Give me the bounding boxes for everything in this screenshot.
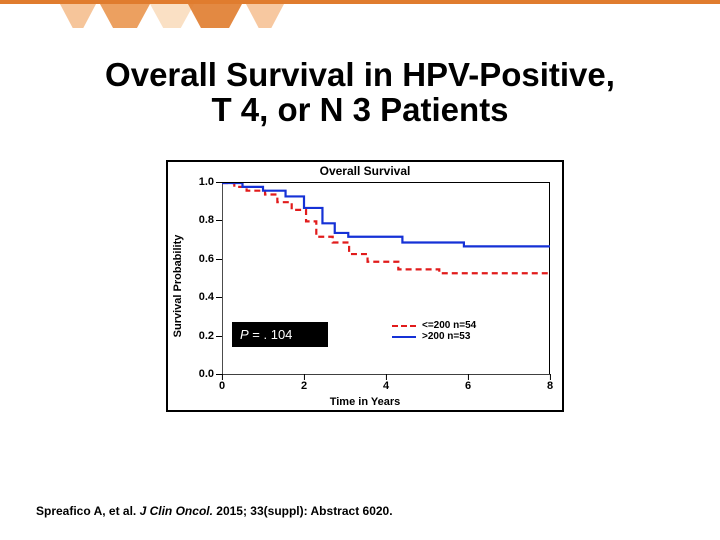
legend-label: >200 n=53	[422, 331, 470, 342]
x-tick: 2	[301, 374, 307, 392]
x-axis-label: Time in Years	[168, 396, 562, 408]
legend-item: <=200 n=54	[392, 320, 476, 331]
title-line-2: T 4, or N 3 Patients	[30, 93, 690, 128]
legend-swatch	[392, 325, 416, 327]
slide: { "header": { "border_top_color": "#e07c…	[0, 0, 720, 540]
citation-journal: J Clin Oncol.	[140, 504, 213, 518]
legend: <=200 n=54>200 n=53	[392, 320, 476, 342]
km-chart: Overall Survival Survival Probability Ti…	[166, 160, 564, 412]
title-line-1: Overall Survival in HPV-Positive,	[30, 58, 690, 93]
legend-item: >200 n=53	[392, 331, 476, 342]
series-line	[222, 183, 550, 246]
citation-author: Spreafico A, et al.	[36, 504, 140, 518]
legend-swatch	[392, 336, 416, 338]
x-tick: 8	[547, 374, 553, 392]
y-tick: 0.2	[199, 330, 222, 342]
chart-title: Overall Survival	[168, 164, 562, 178]
p-value-box: P = . 104	[232, 322, 328, 347]
header-triangle	[100, 4, 150, 28]
citation: Spreafico A, et al. J Clin Oncol. 2015; …	[36, 504, 393, 518]
y-axis-label: Survival Probability	[172, 235, 184, 338]
citation-rest: 2015; 33(suppl): Abstract 6020.	[213, 504, 393, 518]
y-tick: 0.4	[199, 291, 222, 303]
series-line	[222, 183, 550, 273]
x-tick: 0	[219, 374, 225, 392]
header-triangle	[60, 4, 96, 28]
header-triangle	[246, 4, 284, 28]
page-title: Overall Survival in HPV-Positive, T 4, o…	[0, 58, 720, 127]
x-tick: 4	[383, 374, 389, 392]
y-tick: 0.6	[199, 253, 222, 265]
x-tick: 6	[465, 374, 471, 392]
header-triangle	[188, 4, 242, 28]
p-value-text: = . 104	[249, 327, 293, 342]
y-tick: 1.0	[199, 176, 222, 188]
p-value-prefix: P	[240, 327, 249, 342]
header-bar	[0, 0, 720, 28]
legend-label: <=200 n=54	[422, 320, 476, 331]
y-tick: 0.8	[199, 214, 222, 226]
